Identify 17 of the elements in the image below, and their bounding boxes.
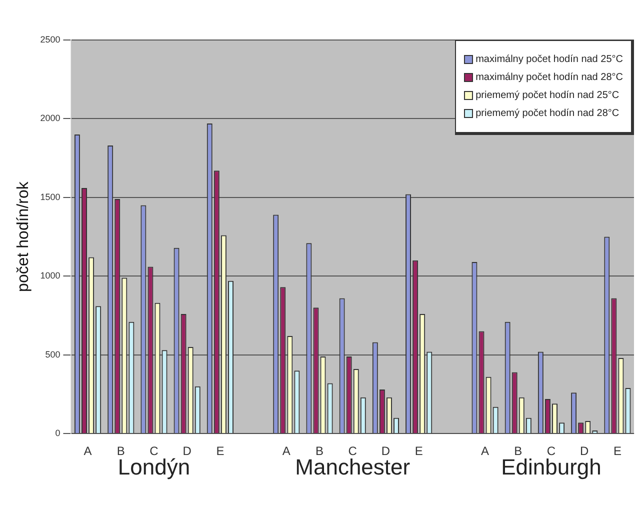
x-tick-label: A bbox=[481, 444, 490, 458]
legend-label: maximálny počet hodín nad 28°C bbox=[476, 72, 623, 83]
y-tick-label: 500 bbox=[45, 349, 60, 360]
legend-label: maximálny počet hodín nad 25°C bbox=[476, 54, 623, 65]
x-tick-label: A bbox=[282, 444, 290, 458]
legend-label: priememý počet hodín nad 28°C bbox=[476, 108, 620, 119]
y-tick-label: 2500 bbox=[40, 34, 60, 44]
x-tick-label: E bbox=[216, 444, 224, 458]
legend-label: priememý počet hodín nad 25°C bbox=[476, 90, 620, 101]
y-tick-label: 1500 bbox=[40, 192, 60, 202]
y-axis-title: počet hodín/rok bbox=[15, 180, 32, 292]
x-tick-label: E bbox=[613, 444, 622, 458]
x-tick-label: A bbox=[84, 444, 92, 458]
x-tick-label: E bbox=[414, 444, 423, 458]
y-tick-label: 2000 bbox=[40, 113, 60, 124]
y-tick-label: 1000 bbox=[40, 270, 60, 281]
y-tick-label: 0 bbox=[55, 428, 60, 438]
